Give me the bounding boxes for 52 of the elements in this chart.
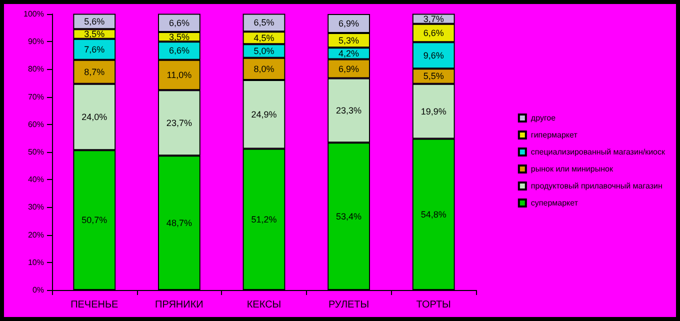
data-label: 19,9%	[420, 106, 446, 116]
data-label: 53,4%	[336, 211, 362, 222]
data-label: 11,0%	[166, 70, 192, 80]
data-label: 3,7%	[423, 14, 444, 24]
data-label: 50,7%	[82, 215, 108, 226]
y-tick-label: 30%	[28, 202, 44, 212]
y-tick-label: 100%	[24, 10, 44, 18]
data-label: 5,6%	[84, 16, 105, 26]
data-label: 5,5%	[423, 71, 444, 82]
legend-label: другое	[530, 114, 556, 122]
legend-label: продуктовый прилавочный магазин	[530, 182, 662, 190]
y-tick-label: 90%	[28, 37, 44, 46]
y-tick-label: 20%	[28, 230, 44, 240]
data-label: 48,7%	[166, 218, 192, 228]
data-label: 24,0%	[82, 112, 108, 122]
data-label: 6,9%	[338, 64, 360, 74]
y-tick-label: 40%	[28, 175, 44, 184]
data-label: 3,5%	[168, 32, 190, 42]
legend-label: рынок или минирынок	[530, 164, 614, 174]
legend-label: гипермаркет	[530, 130, 578, 140]
data-label: 6,6%	[168, 18, 190, 28]
y-tick-label: 60%	[28, 120, 44, 129]
legend-label: супермаркет	[530, 198, 578, 208]
data-label: 8,7%	[84, 66, 105, 77]
x-tick-label: ПРЯНИКИ	[155, 300, 204, 310]
data-label: 54,8%	[420, 209, 446, 220]
x-tick-label: ПЕЧЕНЬЕ	[70, 300, 119, 310]
data-label: 6,6%	[168, 46, 190, 56]
data-label: 7,6%	[84, 44, 105, 54]
data-label: 24,9%	[251, 109, 277, 120]
y-tick-label: 10%	[28, 258, 44, 267]
x-tick-label: ТОРТЫ	[416, 300, 452, 310]
data-label: 4,2%	[338, 48, 360, 58]
legend-label: специализированный магазин/киоск	[530, 148, 666, 156]
data-label: 8,0%	[254, 64, 274, 74]
data-label: 5,3%	[338, 35, 360, 46]
x-tick-label: РУЛЕТЫ	[328, 300, 370, 310]
x-tick-label: КЕКСЫ	[246, 300, 282, 310]
data-label: 3,5%	[84, 29, 105, 40]
data-label: 6,6%	[423, 28, 444, 38]
data-label: 6,9%	[338, 18, 360, 29]
y-tick-label: 80%	[28, 64, 44, 74]
data-label: 23,3%	[336, 105, 362, 116]
data-label: 6,5%	[254, 18, 274, 28]
data-label: 4,5%	[254, 32, 274, 43]
y-tick-label: 0%	[32, 286, 44, 294]
y-tick-label: 70%	[28, 92, 44, 102]
data-label: 9,6%	[423, 50, 444, 60]
data-label: 51,2%	[251, 214, 277, 224]
data-label: 5,0%	[254, 46, 274, 56]
data-label: 23,7%	[166, 118, 192, 128]
y-tick-label: 50%	[28, 148, 44, 156]
